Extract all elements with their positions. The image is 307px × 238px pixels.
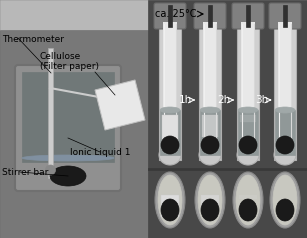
Bar [48,48,53,178]
Ellipse shape [199,145,221,165]
Text: Stirrer bar: Stirrer bar [2,168,49,177]
Bar [239,195,257,199]
Ellipse shape [159,145,181,165]
Bar [168,5,172,27]
Text: Thermometer: Thermometer [2,35,64,44]
Ellipse shape [50,166,86,186]
Ellipse shape [161,199,179,221]
Text: 3h: 3h [255,95,268,105]
Ellipse shape [200,107,220,113]
Ellipse shape [238,107,258,113]
Ellipse shape [198,175,222,225]
Bar [278,22,292,150]
Bar [0,0,307,30]
Ellipse shape [233,172,263,228]
Bar [161,195,179,217]
Bar [246,5,250,27]
Text: 1h: 1h [178,95,192,105]
Ellipse shape [201,136,219,154]
Ellipse shape [276,199,294,221]
Ellipse shape [237,145,259,165]
Bar [160,110,180,155]
Text: ca. 25°C: ca. 25°C [155,9,196,19]
Bar [163,22,177,150]
Bar [200,110,220,155]
Bar [159,22,181,160]
Text: Cellulose: Cellulose [40,52,81,61]
Bar [199,22,221,160]
Ellipse shape [239,136,257,154]
Ellipse shape [273,175,297,225]
Bar [148,0,307,238]
Text: 2h: 2h [217,95,231,105]
Bar [241,22,255,150]
FancyBboxPatch shape [15,65,121,191]
Ellipse shape [270,172,300,228]
Bar [201,195,219,209]
FancyBboxPatch shape [154,3,186,29]
Ellipse shape [239,199,257,221]
FancyBboxPatch shape [269,3,301,29]
Ellipse shape [276,136,294,154]
Bar [22,72,114,162]
Ellipse shape [22,155,114,161]
Ellipse shape [236,175,260,225]
FancyBboxPatch shape [194,3,226,29]
Bar [148,168,307,170]
Bar [237,22,259,160]
Bar [0,30,148,238]
Polygon shape [95,80,145,130]
FancyBboxPatch shape [232,3,264,29]
Bar [283,5,287,27]
Bar [274,22,296,160]
Bar [202,115,218,137]
Bar [275,110,295,155]
Bar [238,110,258,155]
Ellipse shape [160,107,180,113]
Bar [208,5,212,27]
Ellipse shape [195,172,225,228]
Ellipse shape [201,199,219,221]
Ellipse shape [161,136,179,154]
Ellipse shape [45,165,56,175]
Ellipse shape [158,175,182,225]
Bar [240,115,256,122]
Ellipse shape [274,145,296,165]
Ellipse shape [275,107,295,113]
Text: Ionic Liquid 1: Ionic Liquid 1 [70,148,130,157]
Ellipse shape [155,172,185,228]
Text: (Filter paper): (Filter paper) [40,62,99,71]
Bar [162,115,178,150]
Bar [203,22,217,150]
